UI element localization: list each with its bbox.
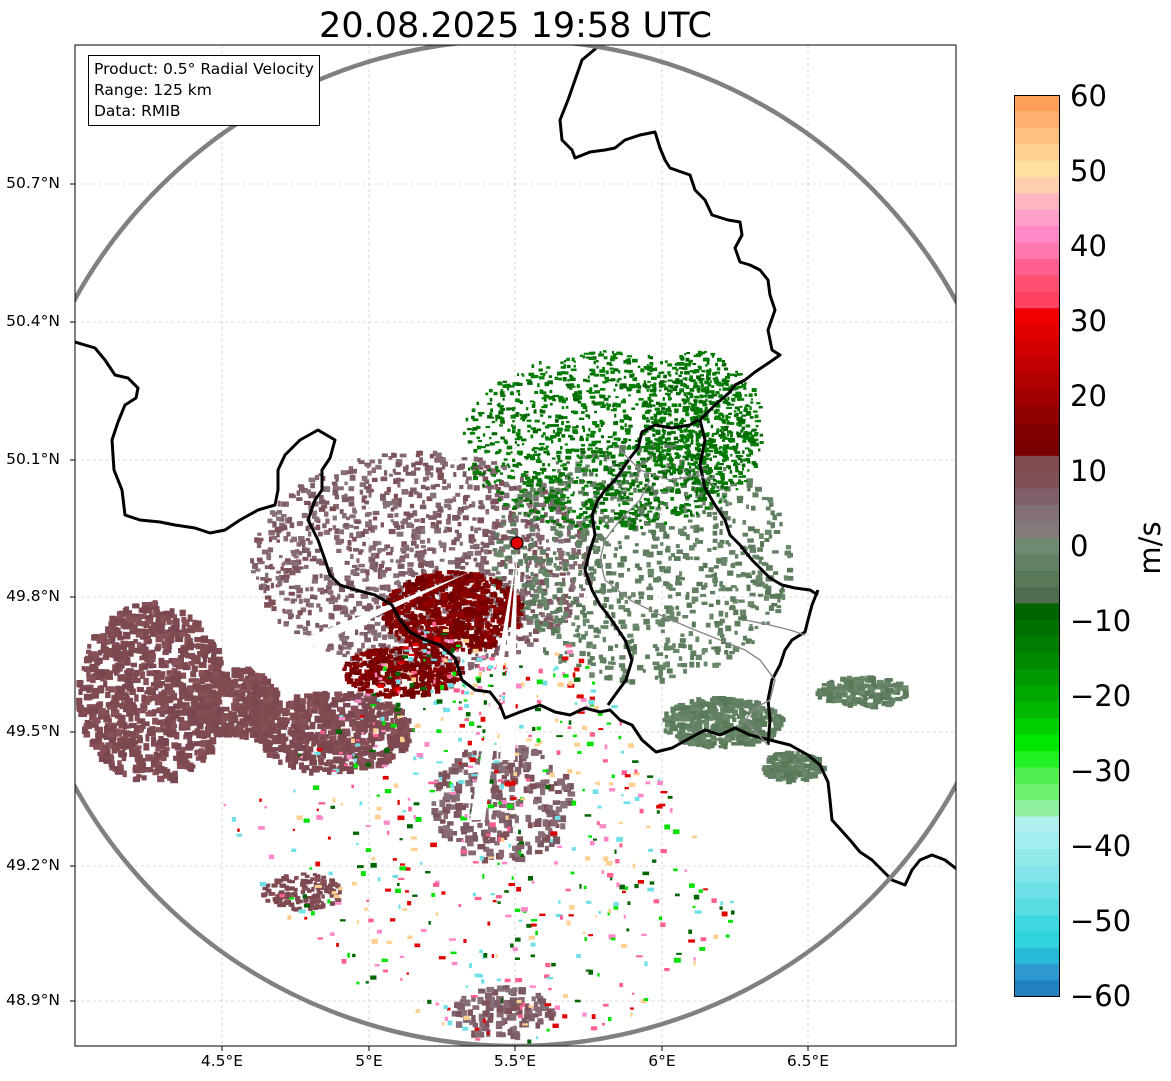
colorbar-tick-label: 40 xyxy=(1070,229,1107,263)
data-source-label: Data: RMIB xyxy=(94,102,181,120)
colorbar-segment xyxy=(1014,619,1060,637)
colorbar-tick-label: −30 xyxy=(1070,754,1132,788)
colorbar-segment xyxy=(1014,324,1060,342)
colorbar-segment xyxy=(1014,947,1060,965)
lat-tick-label: 50.7°N xyxy=(6,174,60,192)
colorbar-segment xyxy=(1014,308,1060,326)
colorbar-segment xyxy=(1014,669,1060,686)
gridlines xyxy=(75,45,956,1046)
colorbar-segment xyxy=(1014,701,1060,719)
colorbar-segment xyxy=(1014,373,1060,391)
colorbar-segment xyxy=(1014,160,1060,178)
colorbar-tick-label: −20 xyxy=(1070,679,1132,713)
colorbar-segment xyxy=(1014,865,1060,883)
colorbar-segment xyxy=(1014,226,1060,244)
lon-tick-label: 5°E xyxy=(355,1052,383,1070)
country-borders xyxy=(75,45,956,887)
lat-tick-label: 49.5°N xyxy=(6,722,60,740)
colorbar-segment xyxy=(1014,898,1060,916)
colorbar-segment xyxy=(1014,423,1060,440)
colorbar-tick-label: 20 xyxy=(1070,379,1107,413)
colorbar-frame xyxy=(1014,95,1060,997)
colorbar-segment xyxy=(1014,111,1060,129)
product-info-box: Product: 0.5° Radial Velocity Range: 125… xyxy=(88,55,320,126)
colorbar-segment xyxy=(1014,488,1060,506)
map-title: 20.08.2025 19:58 UTC xyxy=(319,6,712,46)
lon-tick-label: 6°E xyxy=(648,1052,676,1070)
lat-tick-label: 50.1°N xyxy=(6,450,60,468)
colorbar-segment xyxy=(1014,406,1060,424)
colorbar-segment xyxy=(1014,439,1060,457)
colorbar-segment xyxy=(1014,144,1060,162)
colorbar-segment xyxy=(1014,964,1060,982)
colorbar-tick-label: 10 xyxy=(1070,454,1107,488)
colorbar-segment xyxy=(1014,127,1060,145)
colorbar-segment xyxy=(1014,472,1060,490)
colorbar-segment xyxy=(1014,357,1060,375)
colorbar-segment xyxy=(1014,783,1060,801)
colorbar-segment xyxy=(1014,521,1060,539)
colorbar-segment xyxy=(1014,652,1060,670)
colorbar-segment xyxy=(1014,800,1060,818)
radar-site-marker xyxy=(510,536,524,550)
colorbar-segment xyxy=(1014,455,1060,473)
colorbar-segment xyxy=(1014,767,1060,785)
colorbar-segment xyxy=(1014,734,1060,752)
colorbar-segment xyxy=(1014,570,1060,588)
colorbar-segment xyxy=(1014,718,1060,736)
colorbar-segment xyxy=(1014,915,1060,932)
colorbar-segment xyxy=(1014,587,1060,604)
colorbar-segment xyxy=(1014,603,1060,621)
range-label: Range: 125 km xyxy=(94,81,212,99)
lon-tick-label: 6.5°E xyxy=(786,1052,830,1070)
colorbar-tick-label: 60 xyxy=(1070,79,1107,113)
colorbar-segment xyxy=(1014,751,1060,768)
colorbar-segment xyxy=(1014,554,1060,572)
colorbar-segment xyxy=(1014,636,1060,654)
colorbar-segment xyxy=(1014,505,1060,522)
colorbar-segment xyxy=(1014,193,1060,211)
lat-tick-label: 48.9°N xyxy=(6,991,60,1009)
colorbar-tick-label: 50 xyxy=(1070,154,1107,188)
colorbar-tick-label: −40 xyxy=(1070,829,1132,863)
lon-tick-label: 5.5°E xyxy=(493,1052,537,1070)
axis-ticks xyxy=(70,183,809,1051)
colorbar-segment xyxy=(1014,833,1060,850)
colorbar-segment xyxy=(1014,95,1060,112)
colorbar-tick-label: 30 xyxy=(1070,304,1107,338)
colorbar-segment xyxy=(1014,390,1060,408)
product-label: Product: 0.5° Radial Velocity xyxy=(94,60,314,78)
colorbar-segment xyxy=(1014,882,1060,900)
colorbar-segment xyxy=(1014,931,1060,949)
colorbar-unit-label: m/s xyxy=(1133,521,1167,575)
colorbar-tick-label: −60 xyxy=(1070,979,1132,1013)
lat-tick-label: 49.8°N xyxy=(6,587,60,605)
velocity-colorbar xyxy=(1014,95,1060,997)
colorbar-segment xyxy=(1014,537,1060,555)
colorbar-tick-label: 0 xyxy=(1070,529,1089,563)
colorbar-segment xyxy=(1014,275,1060,293)
lat-tick-label: 49.2°N xyxy=(6,856,60,874)
colorbar-tick-label: −10 xyxy=(1070,604,1132,638)
colorbar-segment xyxy=(1014,980,1060,997)
colorbar-segment xyxy=(1014,209,1060,227)
colorbar-segment xyxy=(1014,849,1060,867)
colorbar-segment xyxy=(1014,242,1060,260)
lat-tick-label: 50.4°N xyxy=(6,312,60,330)
colorbar-segment xyxy=(1014,291,1060,309)
colorbar-segment xyxy=(1014,685,1060,703)
colorbar-segment xyxy=(1014,341,1060,358)
colorbar-segment xyxy=(1014,816,1060,834)
velocity-echoes xyxy=(76,350,909,1045)
colorbar-tick-label: −50 xyxy=(1070,904,1132,938)
colorbar-segment xyxy=(1014,259,1060,276)
region-borders xyxy=(599,449,806,746)
colorbar-segment xyxy=(1014,177,1060,194)
lon-tick-label: 4.5°E xyxy=(200,1052,244,1070)
